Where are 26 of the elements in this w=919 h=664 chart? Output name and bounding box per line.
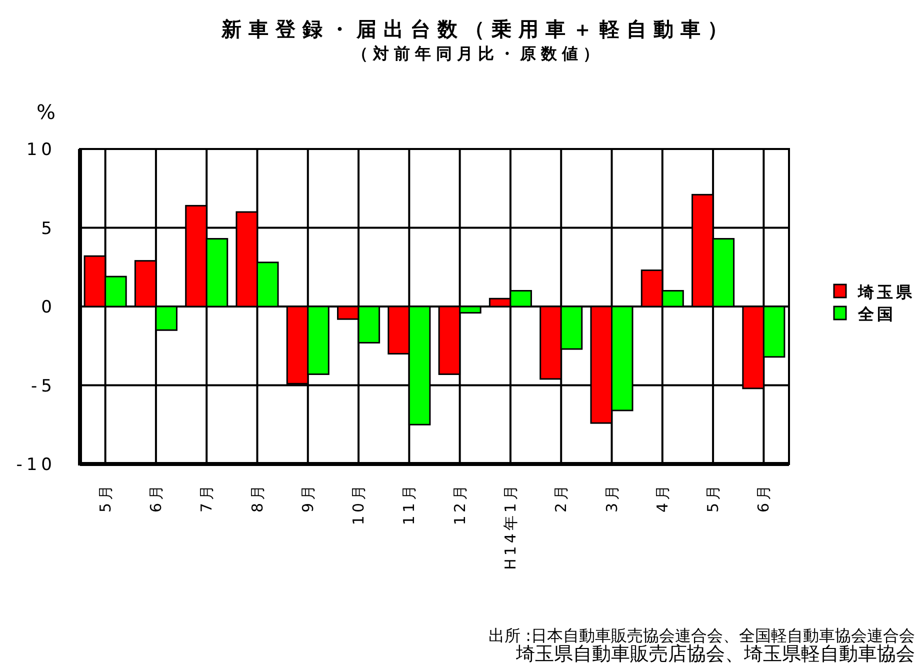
x-tick-label: 12月 xyxy=(450,482,469,526)
legend-label: 埼玉県 xyxy=(857,282,915,302)
x-tick-label: 3月 xyxy=(602,482,621,513)
x-tick-label: 9月 xyxy=(298,482,317,513)
x-tick-label: 4月 xyxy=(653,482,672,513)
x-tick-label: 5月 xyxy=(704,482,722,513)
x-tick-label: 8月 xyxy=(248,482,266,513)
y-tick-label: -10 xyxy=(16,455,56,475)
text: 埼玉県自動車販売店協会、埼玉県軽自動車協会 xyxy=(515,643,915,664)
x-tick-label: 7月 xyxy=(198,482,216,513)
legend-label: 全国 xyxy=(857,304,896,324)
y-tick-label: 10 xyxy=(26,140,56,160)
x-tick-label: 11月 xyxy=(400,482,418,526)
chart-title: 新車登録・届出台数（乗用車＋軽自動車） xyxy=(220,17,734,41)
x-tick-label: H14年1月 xyxy=(501,482,520,570)
x-tick-label: 2月 xyxy=(552,482,570,513)
x-tick-label: 5月 xyxy=(96,482,114,513)
x-tick-label: 6月 xyxy=(754,482,773,513)
y-axis-title: % xyxy=(36,100,56,124)
x-tick-label: 6月 xyxy=(146,482,165,513)
x-tick-label: 10月 xyxy=(350,482,368,526)
y-tick-label: 5 xyxy=(41,218,56,239)
y-tick-label: 0 xyxy=(41,298,56,318)
y-tick-label: -5 xyxy=(31,376,56,396)
chart-subtitle: （対前年同月比・原数値） xyxy=(352,44,604,63)
text: 出所 :日本自動車販売協会連合会、全国軽自動車協会連合会 xyxy=(488,626,915,645)
